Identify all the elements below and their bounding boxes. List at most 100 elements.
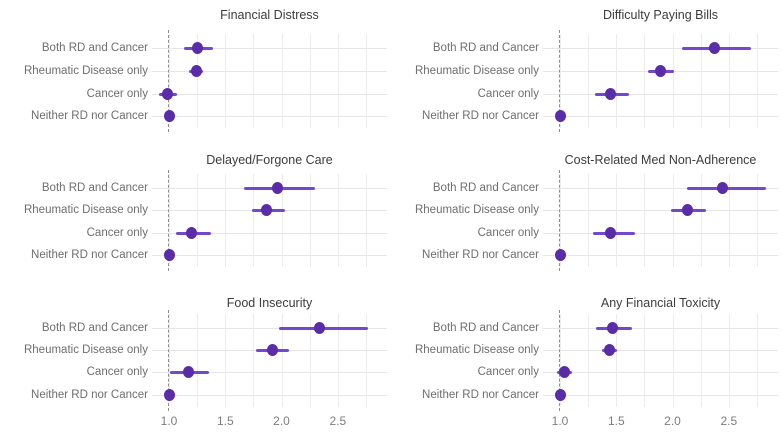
gridline-vertical: [309, 314, 311, 407]
point-estimate: [708, 42, 720, 54]
gridline-vertical: [169, 174, 170, 267]
gridline-horizontal: [152, 328, 387, 329]
gridline-vertical: [281, 314, 283, 407]
gridline-vertical: [560, 174, 561, 267]
gridline-horizontal: [152, 395, 387, 396]
gridline-horizontal: [543, 255, 778, 256]
gridline-vertical: [588, 314, 590, 407]
gridline-horizontal: [152, 94, 387, 95]
gridline-vertical: [337, 174, 339, 267]
reference-line: [168, 30, 169, 132]
gridline-vertical: [616, 314, 618, 407]
gridline-horizontal: [152, 255, 387, 256]
gridline-vertical: [225, 314, 227, 407]
category-label: Cancer only: [477, 88, 539, 100]
gridline-vertical: [728, 34, 730, 128]
gridline-vertical: [281, 174, 283, 267]
gridline-vertical: [560, 314, 561, 407]
gridline-horizontal: [543, 188, 778, 189]
panel-title: Financial Distress: [220, 8, 319, 22]
point-estimate: [314, 322, 326, 334]
reference-line: [559, 310, 560, 411]
reference-line: [559, 30, 560, 132]
point-estimate: [162, 88, 174, 100]
gridline-horizontal: [543, 328, 778, 329]
gridline-vertical: [672, 174, 674, 267]
x-tick-label: 2.0: [273, 414, 290, 428]
category-label: Rheumatic Disease only: [23, 344, 148, 356]
category-label: Neither RD nor Cancer: [422, 110, 539, 122]
x-tick-label: 1.5: [216, 414, 234, 428]
point-estimate: [554, 389, 566, 401]
gridline-vertical: [644, 314, 646, 407]
gridline-vertical: [728, 314, 730, 407]
gridline-horizontal: [543, 372, 778, 373]
gridline-vertical: [169, 314, 170, 407]
gridline-horizontal: [543, 350, 778, 351]
reference-line: [168, 310, 169, 411]
category-label: Rheumatic Disease only: [414, 344, 539, 356]
point-estimate: [261, 204, 273, 216]
gridline-vertical: [560, 34, 561, 128]
reference-line: [559, 170, 560, 271]
x-tick-label: 1.0: [160, 414, 178, 428]
panel-title: Any Financial Toxicity: [600, 296, 721, 310]
gridline-vertical: [281, 34, 283, 128]
point-estimate: [267, 344, 278, 356]
point-estimate: [554, 110, 566, 122]
point-estimate: [163, 249, 175, 261]
gridline-vertical: [756, 314, 758, 407]
gridline-vertical: [253, 314, 255, 407]
gridline-vertical: [616, 174, 618, 267]
gridline-vertical: [337, 34, 339, 128]
x-tick-label: 2.0: [664, 414, 681, 428]
gridline-horizontal: [543, 48, 778, 49]
panel-cost-related-med-non-adherence: Cost-Related Med Non-Adherence Both RD an…: [391, 145, 783, 290]
gridline-vertical: [309, 34, 311, 128]
point-estimate: [654, 65, 666, 77]
gridline-vertical: [197, 174, 199, 267]
panel-delayed-forgone-care: Delayed/Forgone Care Both RD and Cancer Rh…: [0, 145, 391, 290]
point-estimate: [186, 227, 197, 239]
category-label: Cancer only: [86, 366, 148, 378]
gridline-horizontal: [543, 233, 778, 234]
panel-difficulty-paying-bills: Difficulty Paying Bills Both RD and Cance…: [391, 0, 783, 145]
gridline-vertical: [365, 174, 367, 267]
gridline-vertical: [672, 34, 674, 128]
gridline-horizontal: [543, 395, 778, 396]
gridline-vertical: [588, 174, 590, 267]
gridline-vertical: [365, 314, 367, 407]
panel-any-financial-toxicity: Any Financial Toxicity Both RD and Cancer…: [391, 290, 783, 439]
x-tick-label: 2.5: [720, 414, 738, 428]
gridline-vertical: [700, 174, 702, 267]
gridline-vertical: [365, 34, 367, 128]
gridline-vertical: [588, 34, 590, 128]
category-label: Both RD and Cancer: [432, 182, 539, 194]
gridline-vertical: [700, 314, 702, 407]
category-label: Both RD and Cancer: [41, 182, 148, 194]
gridline-vertical: [700, 34, 702, 128]
category-label: Both RD and Cancer: [432, 42, 539, 54]
gridline-horizontal: [543, 94, 778, 95]
category-label: Rheumatic Disease only: [23, 65, 148, 77]
category-label: Both RD and Cancer: [41, 42, 148, 54]
gridline-vertical: [644, 34, 646, 128]
category-label: Cancer only: [477, 366, 539, 378]
gridline-vertical: [197, 34, 199, 128]
panel-title: Delayed/Forgone Care: [206, 153, 333, 167]
gridline-vertical: [644, 174, 646, 267]
point-estimate: [605, 88, 617, 100]
gridline-vertical: [756, 34, 758, 128]
gridline-vertical: [253, 174, 255, 267]
gridline-horizontal: [152, 372, 387, 373]
x-tick-label: 1.5: [607, 414, 625, 428]
point-estimate: [182, 366, 194, 378]
point-estimate: [163, 389, 175, 401]
category-label: Neither RD nor Cancer: [422, 249, 539, 261]
point-estimate: [559, 366, 570, 378]
point-estimate: [271, 182, 283, 194]
gridline-vertical: [756, 174, 758, 267]
panel-title: Difficulty Paying Bills: [602, 8, 719, 22]
point-estimate: [190, 65, 202, 77]
